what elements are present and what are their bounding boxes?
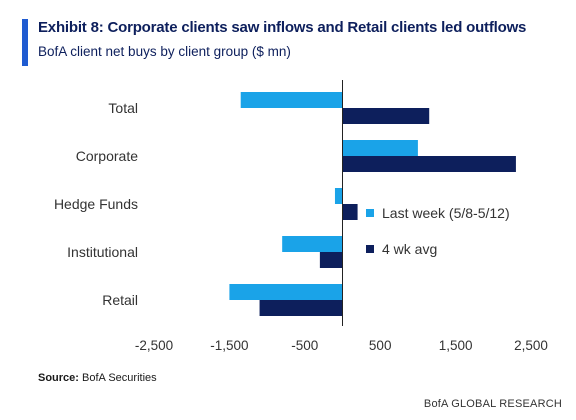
x-tick-label: 2,500 (514, 338, 548, 353)
bar-4wk-avg-corporate (342, 156, 516, 172)
source-note: Source: BofA Securities (38, 372, 157, 384)
x-tick-label: -500 (291, 338, 318, 353)
legend-swatch-last-week (366, 209, 374, 217)
bar-last-week-hedge-funds (334, 188, 343, 204)
bar-4wk-avg-hedge-funds (342, 204, 358, 220)
legend-label-4wk-avg: 4 wk avg (382, 241, 437, 257)
bar-last-week-institutional (282, 236, 343, 252)
bar-4wk-avg-institutional (319, 252, 343, 268)
category-label-total: Total (108, 100, 138, 116)
category-label-institutional: Institutional (67, 244, 138, 260)
bar-last-week-retail (229, 284, 343, 300)
title-accent-bar (22, 19, 28, 66)
chart-title: Exhibit 8: Corporate clients saw inflows… (38, 19, 527, 36)
x-tick-label: -1,500 (210, 338, 248, 353)
x-tick-label: -2,500 (135, 338, 173, 353)
bar-4wk-avg-total (342, 108, 430, 124)
bar-last-week-total (240, 92, 343, 108)
legend-label-last-week: Last week (5/8-5/12) (382, 205, 510, 221)
brand-footer: BofA GLOBAL RESEARCH (423, 398, 562, 410)
source-text: BofA Securities (82, 372, 157, 384)
chart-subtitle: BofA client net buys by client group ($ … (38, 44, 291, 59)
bar-4wk-avg-retail (259, 300, 343, 316)
x-tick-label: 1,500 (439, 338, 473, 353)
source-label: Source: (38, 372, 79, 384)
bar-last-week-corporate (342, 140, 418, 156)
x-tick-label: 500 (369, 338, 392, 353)
category-label-corporate: Corporate (76, 148, 138, 164)
legend-swatch-4wk-avg (366, 245, 374, 253)
category-label-hedge-funds: Hedge Funds (54, 196, 138, 212)
category-label-retail: Retail (102, 292, 138, 308)
